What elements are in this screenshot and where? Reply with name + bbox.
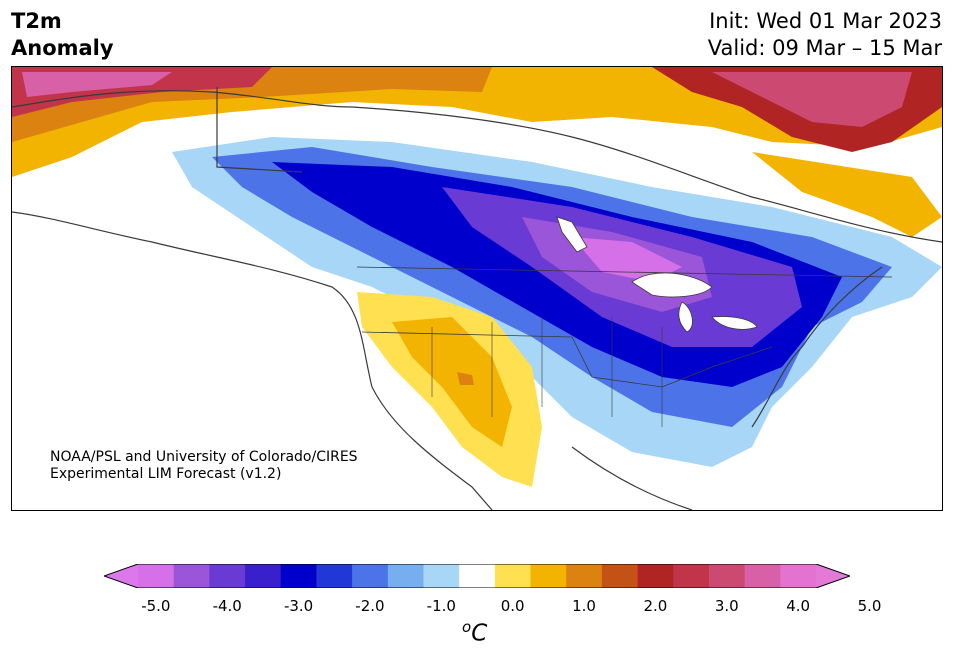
great-lakes (556, 216, 758, 333)
colorbar-tick-label: 5.0 (857, 597, 882, 615)
colorbar-band (352, 564, 389, 588)
map-title-line1: T2m (11, 9, 62, 33)
colorbar-band (209, 564, 246, 588)
valid-range: Valid: 09 Mar – 15 Mar (707, 36, 942, 60)
colorbar-band (744, 564, 781, 588)
colorbar-band (780, 564, 817, 588)
init-date: Init: Wed 01 Mar 2023 (709, 9, 942, 33)
colorbar-over-arrow (816, 564, 850, 588)
colorbar-band (423, 564, 460, 588)
warm-anomaly-southwest-peak (457, 372, 474, 385)
warm-anomaly-labrador (752, 152, 942, 237)
colorbar-units: oC (462, 618, 487, 647)
colorbar-tick-label: 4.0 (786, 597, 811, 615)
anomaly-map: NOAA/PSL and University of Colorado/CIRE… (11, 66, 943, 511)
colorbar-tick-label: 2.0 (643, 597, 668, 615)
colorbar-band (459, 564, 496, 588)
colorbar-band (245, 564, 282, 588)
colorbar-band (138, 564, 175, 588)
warm-anomaly-greenland-peak (712, 72, 912, 127)
colorbar-band (387, 564, 424, 588)
colorbar-tick-label: 1.0 (572, 597, 596, 615)
anomaly-map-canvas (12, 67, 942, 510)
colorbar-band (280, 564, 317, 588)
colorbar-tick-label: -1.0 (426, 597, 456, 615)
warm-anomaly-southwest-core (392, 317, 512, 447)
map-title: T2m Anomaly (11, 8, 114, 62)
colorbar-band (316, 564, 353, 588)
coastlines (12, 87, 942, 510)
colorbar-band (173, 564, 210, 588)
colorbar-band (673, 564, 710, 588)
map-title-line2: Anomaly (11, 36, 114, 60)
colorbar-band (530, 564, 567, 588)
colorbar (104, 564, 850, 588)
colorbar-under-arrow (104, 564, 138, 588)
units-main: C (471, 620, 488, 647)
colorbar-band (566, 564, 603, 588)
forecast-dates: Init: Wed 01 Mar 2023 Valid: 09 Mar – 15… (708, 8, 942, 62)
colorbar-band (637, 564, 674, 588)
colorbar-tick-label: -2.0 (355, 597, 385, 615)
colorbar-band (601, 564, 639, 588)
colorbar-tick-label: 3.0 (714, 597, 739, 615)
colorbar-tick-label: -4.0 (212, 597, 242, 615)
colorbar-band (494, 564, 532, 588)
colorbar-tick-label: 0.0 (500, 597, 525, 615)
colorbar-ticks: -5.0 -4.0 -3.0 -2.0 -1.0 0.0 1.0 2.0 3.0 4.0 5.0 (0, 597, 953, 617)
map-credit: NOAA/PSL and University of Colorado/CIRE… (50, 449, 358, 483)
colorbar-band (708, 564, 746, 588)
credit-line1: NOAA/PSL and University of Colorado/CIRE… (50, 449, 358, 465)
warm-anomaly-alaska-peak (22, 72, 172, 97)
cool-anomaly-max (572, 237, 682, 282)
credit-line2: Experimental LIM Forecast (v1.2) (50, 466, 282, 482)
colorbar-tick-label: -3.0 (283, 597, 314, 615)
units-superscript: o (462, 618, 472, 636)
colorbar-tick-label: -5.0 (141, 597, 171, 615)
